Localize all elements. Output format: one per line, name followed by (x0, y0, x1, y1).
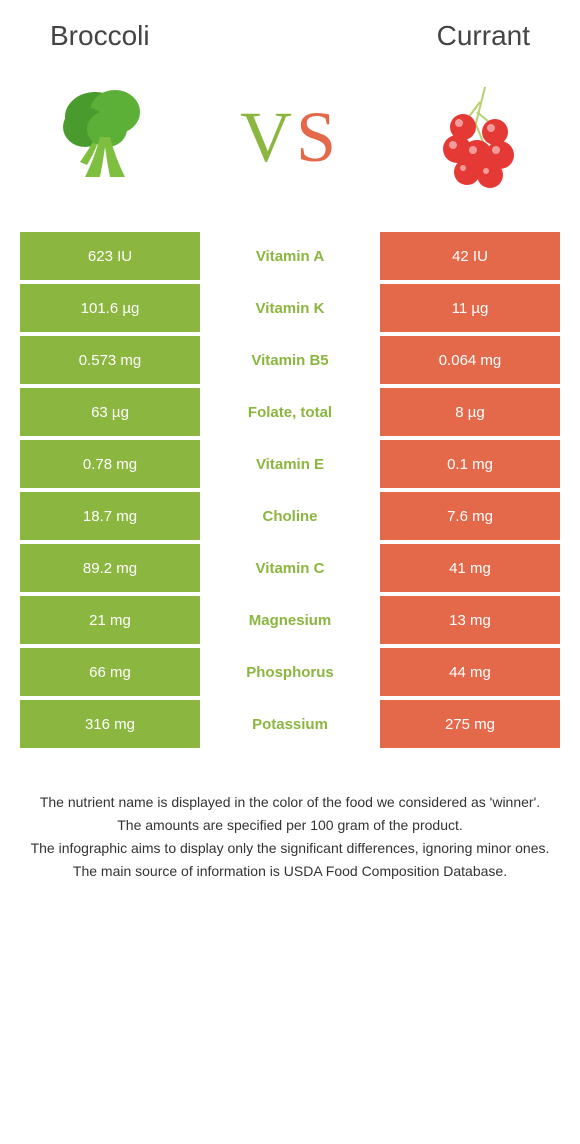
left-value: 63 µg (20, 388, 200, 436)
right-value: 13 mg (380, 596, 560, 644)
nutrient-name: Folate, total (200, 388, 380, 436)
right-value: 11 µg (380, 284, 560, 332)
nutrient-name: Potassium (200, 700, 380, 748)
footer-line: The amounts are specified per 100 gram o… (20, 815, 560, 836)
left-value: 18.7 mg (20, 492, 200, 540)
nutrient-name: Choline (200, 492, 380, 540)
footer-line: The infographic aims to display only the… (20, 838, 560, 859)
left-value: 0.573 mg (20, 336, 200, 384)
right-value: 0.064 mg (380, 336, 560, 384)
right-value: 7.6 mg (380, 492, 560, 540)
footer-line: The main source of information is USDA F… (20, 861, 560, 882)
table-row: 63 µgFolate, total8 µg (20, 388, 560, 436)
table-row: 101.6 µgVitamin K11 µg (20, 284, 560, 332)
nutrient-name: Vitamin A (200, 232, 380, 280)
left-food-title: Broccoli (50, 20, 150, 52)
left-value: 316 mg (20, 700, 200, 748)
comparison-table: 623 IUVitamin A42 IU101.6 µgVitamin K11 … (20, 232, 560, 748)
nutrient-name: Magnesium (200, 596, 380, 644)
right-value: 8 µg (380, 388, 560, 436)
right-value: 41 mg (380, 544, 560, 592)
table-row: 0.573 mgVitamin B50.064 mg (20, 336, 560, 384)
nutrient-name: Vitamin B5 (200, 336, 380, 384)
left-value: 21 mg (20, 596, 200, 644)
left-value: 66 mg (20, 648, 200, 696)
vs-s: S (296, 97, 340, 177)
header: Broccoli Currant (0, 0, 580, 62)
nutrient-name: Vitamin K (200, 284, 380, 332)
left-value: 89.2 mg (20, 544, 200, 592)
right-value: 0.1 mg (380, 440, 560, 488)
right-value: 275 mg (380, 700, 560, 748)
table-row: 316 mgPotassium275 mg (20, 700, 560, 748)
left-value: 0.78 mg (20, 440, 200, 488)
footer-notes: The nutrient name is displayed in the co… (0, 752, 580, 882)
table-row: 66 mgPhosphorus44 mg (20, 648, 560, 696)
table-row: 21 mgMagnesium13 mg (20, 596, 560, 644)
table-row: 0.78 mgVitamin E0.1 mg (20, 440, 560, 488)
nutrient-name: Vitamin C (200, 544, 380, 592)
left-value: 101.6 µg (20, 284, 200, 332)
vs-v: V (240, 97, 296, 177)
broccoli-icon (40, 72, 170, 202)
right-value: 44 mg (380, 648, 560, 696)
table-row: 18.7 mgCholine7.6 mg (20, 492, 560, 540)
right-value: 42 IU (380, 232, 560, 280)
footer-line: The nutrient name is displayed in the co… (20, 792, 560, 813)
right-food-title: Currant (437, 20, 530, 52)
nutrient-name: Vitamin E (200, 440, 380, 488)
table-row: 623 IUVitamin A42 IU (20, 232, 560, 280)
left-value: 623 IU (20, 232, 200, 280)
currant-icon (410, 72, 540, 202)
vs-row: VS (0, 62, 580, 232)
vs-label: VS (240, 96, 340, 179)
nutrient-name: Phosphorus (200, 648, 380, 696)
table-row: 89.2 mgVitamin C41 mg (20, 544, 560, 592)
